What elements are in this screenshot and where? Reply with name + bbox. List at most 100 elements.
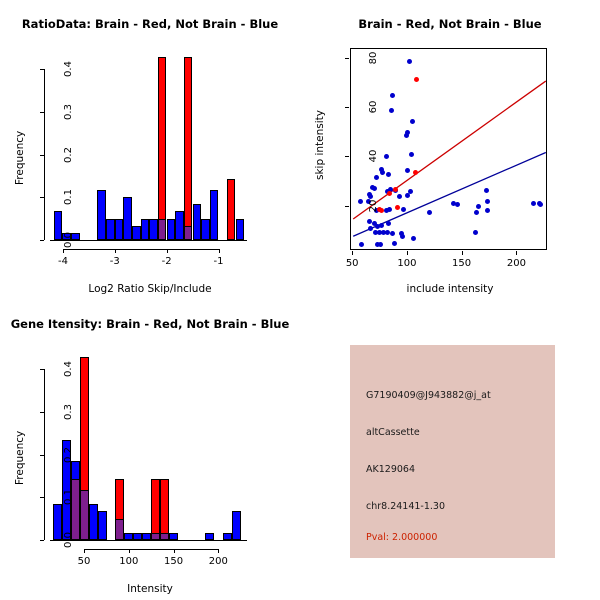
y-axis-tick: [40, 497, 44, 499]
scatter-point-not-brain: [385, 221, 391, 227]
x-axis-tick-label: -1: [213, 256, 224, 267]
histogram-bar-not-brain: [192, 203, 202, 240]
scatter-point-not-brain: [409, 119, 415, 125]
scatter-point-not-brain: [378, 242, 383, 248]
scatter-point-not-brain: [401, 206, 406, 212]
y-axis-tick-label: 0.2: [63, 446, 74, 463]
x-axis-tick-label: 50: [345, 258, 359, 269]
x-axis-tick: [84, 549, 85, 553]
scatter-point-not-brain: [366, 199, 371, 205]
y-axis-tick-label: 0.1: [63, 189, 74, 206]
histogram-bar-not-brain: [106, 218, 115, 240]
scatter-point-brain: [414, 77, 420, 83]
scatter-point-not-brain: [410, 236, 416, 242]
scatter-point-not-brain: [377, 230, 382, 235]
y-axis-tick-label: 20: [368, 199, 379, 213]
histogram-bar-not-brain: [97, 511, 107, 540]
x-axis-tick: [173, 549, 175, 553]
scatter-point-not-brain: [427, 210, 433, 216]
info-probe-id: G7190409@J943882@j_at: [366, 390, 491, 401]
scatter-plot-area: [350, 48, 547, 250]
scatter-point-brain: [377, 206, 382, 212]
y-axis-tick-label: 0.3: [63, 404, 74, 420]
scatter-point-not-brain: [368, 194, 374, 200]
scatter-point-not-brain: [368, 226, 374, 232]
y-axis-tick: [40, 69, 44, 71]
x-axis-tick: [166, 249, 168, 253]
y-axis-tick-label: 80: [368, 51, 379, 65]
info-locus: chr8.24141-1.30: [366, 501, 446, 512]
histogram-bar-not-brain: [204, 532, 214, 540]
x-axis-tick: [63, 249, 64, 253]
histogram-bar-not-brain: [133, 532, 143, 540]
scatter-point-not-brain: [371, 221, 377, 227]
scatter-point-not-brain: [373, 174, 379, 180]
x-axis-tick: [114, 249, 116, 253]
x-axis-tick: [218, 549, 220, 553]
scatter-title: Brain - Red, Not Brain - Blue: [358, 17, 542, 31]
scatter-point-not-brain: [406, 58, 412, 64]
scatter-point-not-brain: [390, 231, 396, 237]
x-axis-tick: [461, 251, 463, 255]
scatter-point-not-brain: [404, 132, 410, 138]
scatter-point-not-brain: [405, 193, 411, 199]
plot-baseline: [50, 540, 247, 541]
scatter-point-not-brain: [374, 242, 380, 248]
scatter-point-not-brain: [475, 204, 481, 210]
y-axis-line: [44, 69, 45, 240]
histogram-bar-not-brain: [53, 211, 63, 240]
y-axis-line: [44, 369, 45, 540]
histogram-bar-not-brain: [166, 218, 176, 240]
scatter-point-not-brain: [474, 210, 480, 216]
scatter-point-not-brain: [379, 222, 385, 228]
x-axis-tick-label: 50: [77, 556, 91, 567]
scatter-point-not-brain: [407, 189, 413, 195]
histogram-bar-brain: [151, 479, 161, 540]
panel-info: G7190409@J943882@j_at altCassette AK1290…: [300, 300, 600, 600]
histogram-bar-not-brain: [235, 218, 245, 240]
histogram-bar-brain: [183, 57, 193, 240]
scatter-point-not-brain: [389, 108, 394, 114]
histogram-bar-overlap: [70, 479, 80, 540]
histogram-bar-not-brain: [231, 511, 241, 540]
x-axis-tick-label: 150: [164, 556, 184, 567]
y-axis-tick: [40, 112, 44, 113]
x-axis-tick-label: -3: [109, 256, 120, 267]
y-axis-tick-label: 0.4: [63, 361, 74, 378]
histogram-bar-not-brain: [61, 439, 71, 540]
histogram-bar-not-brain: [149, 218, 158, 240]
scatter-point-not-brain: [484, 188, 490, 194]
ratio-histogram-title: RatioData: Brain - Red, Not Brain - Blue: [21, 17, 279, 31]
x-axis-tick-label: 100: [119, 556, 139, 567]
scatter-point-not-brain: [485, 199, 491, 205]
scatter-point-not-brain: [390, 93, 396, 99]
ratio-histogram-ylabel: Frequency: [14, 130, 26, 185]
y-axis-tick: [40, 540, 44, 541]
scatter-point-not-brain: [399, 233, 405, 239]
histogram-bar-overlap: [79, 490, 89, 540]
scatter-point-not-brain: [385, 172, 391, 178]
x-axis-tick: [516, 251, 518, 255]
x-axis-tick-label: 200: [506, 258, 526, 269]
scatter-point-not-brain: [372, 230, 378, 235]
histogram-bar-overlap: [115, 518, 125, 540]
x-axis-tick-label: 200: [208, 556, 228, 567]
histogram-bar-overlap: [183, 225, 193, 240]
scatter-ylabel: skip intensity: [314, 110, 326, 180]
histogram-bar-not-brain: [142, 532, 152, 540]
scatter-point-not-brain: [408, 152, 414, 158]
scatter-point-not-brain: [383, 153, 389, 159]
y-axis-tick: [40, 369, 44, 371]
histogram-bar-not-brain: [140, 218, 150, 240]
scatter-point-not-brain: [374, 223, 380, 229]
y-axis-tick-label: 60: [368, 100, 379, 114]
panel-gene-histogram: Gene Itensity: Brain - Red, Not Brain - …: [0, 300, 300, 600]
gene-histogram-plot-area: [50, 348, 247, 540]
gene-histogram-ylabel: Frequency: [14, 430, 26, 485]
scatter-point-brain: [386, 190, 392, 196]
info-event-type: altCassette: [366, 427, 420, 438]
histogram-bar-not-brain: [62, 232, 72, 240]
scatter-point-not-brain: [537, 201, 543, 207]
y-axis-tick: [345, 205, 349, 207]
